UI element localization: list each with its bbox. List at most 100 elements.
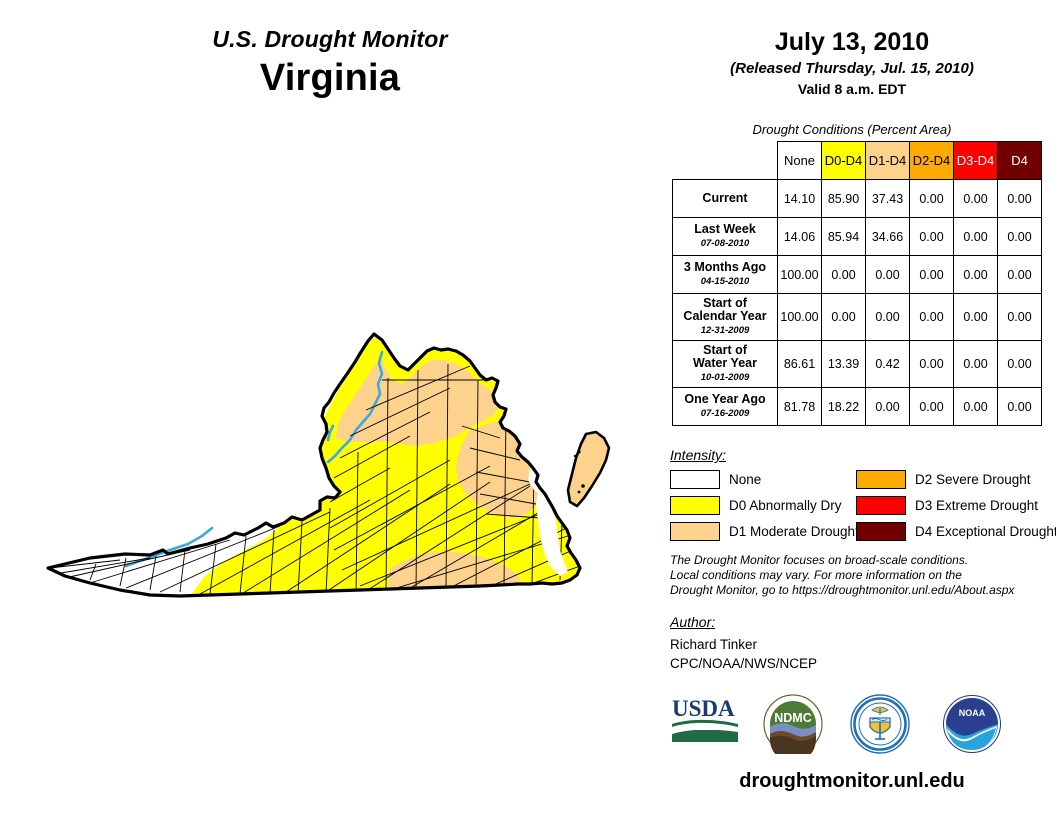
title-primary: U.S. Drought Monitor (212, 26, 448, 52)
table-cell: 37.43 (865, 179, 910, 218)
noaa-logo[interactable]: NOAA (942, 694, 1002, 754)
table-row-date: 07-08-2010 (700, 238, 750, 249)
table-cell: 13.39 (821, 340, 866, 388)
table-col-header-none: None (777, 141, 822, 180)
legend-label: D3 Extreme Drought (915, 498, 1039, 513)
table-cell: 0.00 (997, 340, 1042, 388)
legend-item: D0 Abnormally Dry (670, 494, 859, 517)
legend-swatch (670, 496, 720, 515)
legend-label: D1 Moderate Drought (729, 524, 859, 539)
table-row: 3 Months Ago 04-15-2010 100.00 0.00 0.00 0.00… (672, 255, 1042, 294)
table-cell: 0.00 (953, 340, 998, 388)
disclaimer-line: Local conditions may vary. For more info… (670, 568, 962, 582)
website-url[interactable]: droughtmonitor.unl.edu (739, 770, 965, 792)
table-col-header-d1-d4: D1-D4 (865, 141, 910, 180)
table-cell: 0.00 (953, 293, 998, 341)
table-cell: 81.78 (777, 387, 822, 426)
table-row-label: Last Week 07-08-2010 (672, 217, 778, 256)
legend-item: D3 Extreme Drought (856, 494, 1056, 517)
table-row-label: Start of Water Year 10-01-2009 (672, 340, 778, 388)
map-county-lines (49, 363, 580, 596)
table-header-row: None D0-D4 D1-D4 D2-D4 D3-D4 D4 (673, 141, 1042, 180)
table-cell: 0.00 (909, 179, 954, 218)
table-row-label: 3 Months Ago 04-15-2010 (672, 255, 778, 294)
table-corner-cell (673, 142, 778, 180)
table-cell: 100.00 (777, 293, 822, 341)
table-row-date: 07-16-2009 (700, 408, 750, 419)
map-eastern-shore (566, 430, 611, 508)
table-cell: 34.66 (865, 217, 910, 256)
table-row-label: Start of Calendar Year 12-31-2009 (672, 293, 778, 341)
map-state-outline (46, 332, 582, 598)
table-cell: 0.00 (821, 255, 866, 294)
table-cell: 0.00 (997, 255, 1042, 294)
legend-column-right: D2 Severe Drought D3 Extreme Drought D4 Ex… (856, 468, 1056, 546)
table-col-header-d3-d4: D3-D4 (953, 141, 998, 180)
table-cell: 100.00 (777, 255, 822, 294)
table-cell: 0.00 (953, 387, 998, 426)
table-row-label: One Year Ago 07-16-2009 (672, 387, 778, 426)
svg-text:NDMC: NDMC (774, 711, 812, 725)
author-affiliation: CPC/NOAA/NWS/NCEP (670, 656, 818, 671)
table-row-date: 12-31-2009 (700, 325, 750, 336)
legend-swatch (670, 522, 720, 541)
disclaimer-line: The Drought Monitor focuses on broad-sca… (670, 553, 969, 567)
table-cell: 0.00 (909, 387, 954, 426)
table-cell: 0.00 (821, 293, 866, 341)
table-cell: 0.00 (953, 179, 998, 218)
doc-seal-logo[interactable] (850, 694, 910, 754)
table-cell: 85.90 (821, 179, 866, 218)
table-row: Start of Water Year 10-01-2009 86.61 13.39 0.… (672, 340, 1042, 388)
table-cell: 0.00 (909, 217, 954, 256)
legend-label: None (729, 472, 762, 487)
table-cell: 0.00 (997, 179, 1042, 218)
table-cell: 0.00 (953, 255, 998, 294)
table-cell: 14.06 (777, 217, 822, 256)
author-heading: Author: (670, 614, 716, 630)
table-caption: Drought Conditions (Percent Area) (752, 122, 952, 137)
legend-label: D2 Severe Drought (915, 472, 1031, 487)
report-release-date: (Released Thursday, Jul. 15, 2010) (730, 60, 974, 77)
table-cell: 0.00 (909, 255, 954, 294)
title-state: Virginia (259, 57, 401, 99)
disclaimer-line: Drought Monitor, go to https://droughtmo… (670, 583, 1015, 597)
report-valid-time: Valid 8 a.m. EDT (797, 81, 907, 97)
ndmc-logo[interactable]: NDMC (762, 694, 824, 754)
author-info: Richard Tinker CPC/NOAA/NWS/NCEP (670, 635, 817, 673)
table-col-header-d0-d4: D0-D4 (821, 141, 866, 180)
table-cell: 0.00 (865, 293, 910, 341)
legend-swatch (856, 470, 906, 489)
table-row: Start of Calendar Year 12-31-2009 100.00 0.0… (672, 293, 1042, 341)
table-row: Last Week 07-08-2010 14.06 85.94 34.66 0.00 0.… (672, 217, 1042, 256)
table-cell: 0.42 (865, 340, 910, 388)
table-col-header-d4: D4 (997, 141, 1042, 180)
map-svg (46, 332, 611, 598)
table-cell: 0.00 (865, 387, 910, 426)
table-row-label: Current (672, 179, 778, 218)
legend-item: D1 Moderate Drought (670, 520, 859, 543)
table-cell: 86.61 (777, 340, 822, 388)
table-row-date: 10-01-2009 (700, 372, 750, 383)
table-cell: 18.22 (821, 387, 866, 426)
svg-text:NOAA: NOAA (959, 708, 986, 718)
table-row-date: 04-15-2010 (700, 276, 750, 287)
legend-swatch (856, 522, 906, 541)
table-cell: 0.00 (909, 293, 954, 341)
report-header: July 13, 2010 (Released Thursday, Jul. 1… (666, 28, 1038, 97)
author-name: Richard Tinker (670, 637, 758, 652)
table-cell: 14.10 (777, 179, 822, 218)
intensity-heading: Intensity: (670, 447, 727, 463)
shenandoah-tributary (326, 424, 335, 442)
svg-text:USDA: USDA (672, 696, 735, 721)
legend-item: D2 Severe Drought (856, 468, 1056, 491)
table-row: Current 14.10 85.90 37.43 0.00 0.00 0.00 (672, 179, 1042, 218)
report-date: July 13, 2010 (774, 28, 930, 56)
virginia-drought-map[interactable] (30, 318, 650, 618)
usda-logo[interactable]: USDA (670, 694, 742, 746)
legend-label: D4 Exceptional Drought (915, 524, 1056, 539)
legend-item: None (670, 468, 859, 491)
table-cell: 0.00 (997, 217, 1042, 256)
table-row: One Year Ago 07-16-2009 81.78 18.22 0.00 0.00… (672, 387, 1042, 426)
table-cell: 85.94 (821, 217, 866, 256)
disclaimer-note: The Drought Monitor focuses on broad-sca… (670, 553, 1045, 598)
